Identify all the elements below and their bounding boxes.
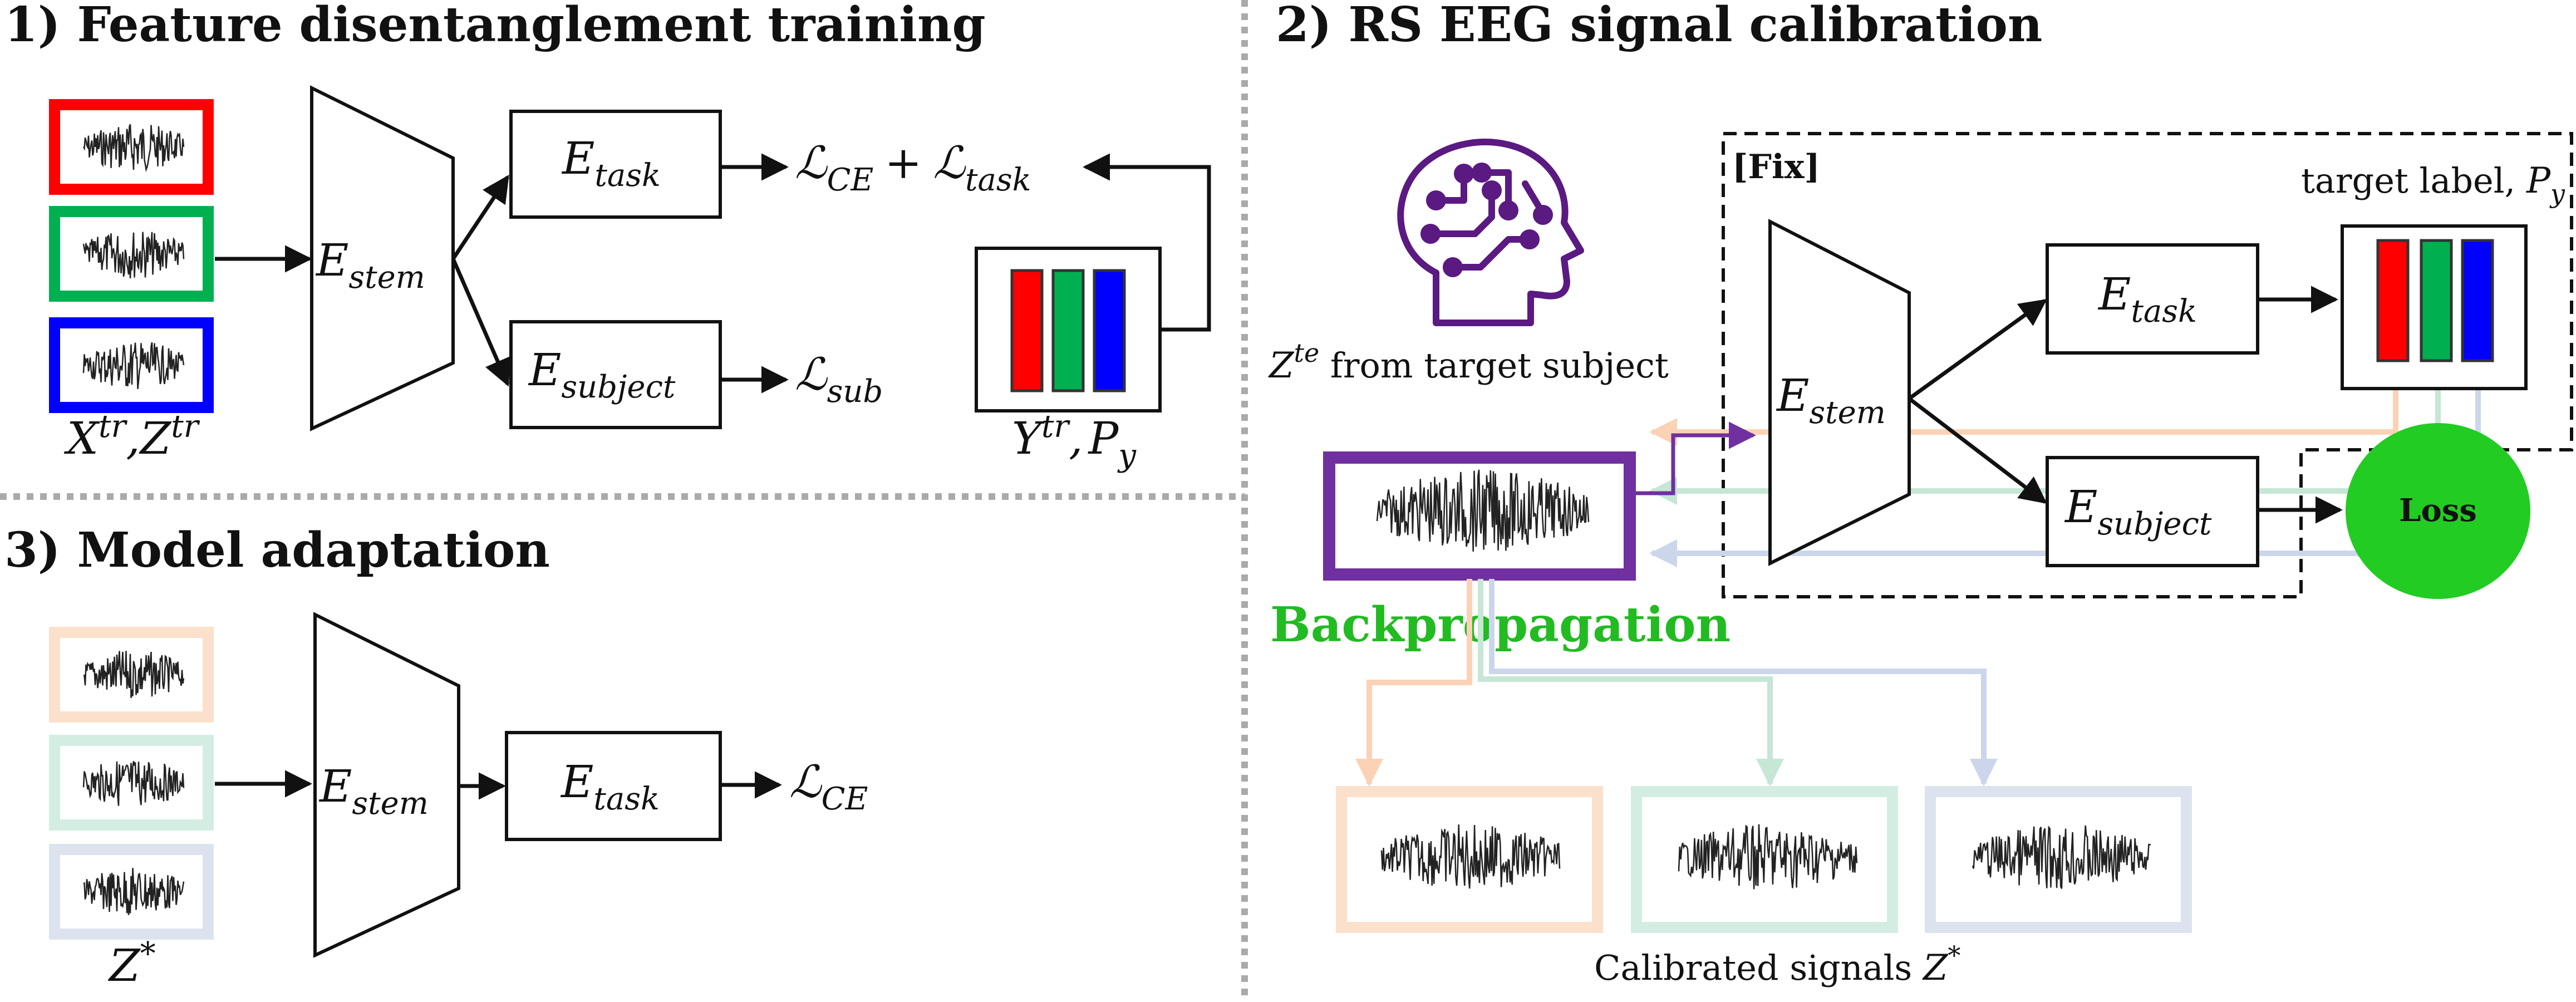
waveform-trace: [82, 342, 185, 389]
eeg-waveform-icon: [1376, 469, 1590, 552]
arrow-labels-to-loss: [1083, 153, 1211, 332]
branch-green: [1478, 579, 1784, 787]
calibrated-signals-caption: Calibrated signals Z*: [1594, 940, 1960, 989]
target-bar-blue: [2461, 239, 2494, 362]
stem-encoder-label: Estem: [315, 234, 425, 296]
subject-encoder-label-p2: Esubject: [2064, 481, 2212, 542]
stem-encoder-label-p2: Estem: [1776, 370, 1886, 431]
eeg-waveform-icon: [82, 651, 185, 915]
stem-encoder-trapezoid-p3: [313, 612, 460, 958]
label-bar-red: [1010, 269, 1044, 392]
signal-box-green: [49, 206, 214, 302]
waveform-trace: [1972, 825, 2151, 889]
task-encoder-label-p3: Etask: [560, 756, 660, 817]
task-encoder-label: Etask: [561, 132, 661, 194]
loss-ce-plus-task: ℒCE + ℒtask: [795, 137, 1031, 198]
panel-1-title: 1) Feature disentanglement training: [4, 0, 986, 53]
branch-blue: [1489, 579, 1998, 787]
waveform-trace: [82, 232, 185, 279]
label-bar-blue: [1093, 269, 1126, 392]
waveform-trace: [83, 651, 185, 699]
backpropagation-label: Backpropagation: [1270, 597, 1731, 653]
arrow-stem-to-task: [451, 174, 509, 260]
eeg-waveform-icon: [1380, 824, 2151, 890]
label-bar-green: [1051, 269, 1085, 392]
target-label-caption: target label, Py: [2301, 160, 2565, 209]
target-bar-green: [2420, 239, 2453, 362]
target-bar-red: [2376, 239, 2410, 362]
input-label-xtr-ztr: Xtr,Ztr: [63, 409, 200, 464]
waveform-trace: [1678, 824, 1858, 890]
subject-encoder-box: [509, 320, 722, 429]
arrow-target-to-stem: [1635, 421, 1756, 495]
branch-orange: [1355, 579, 1472, 787]
calibrated-output-blue: [1925, 786, 2192, 933]
subject-encoder-box-p2: [2046, 456, 2259, 567]
fix-region-dashed: [1722, 132, 2573, 598]
task-encoder-box-p3: [505, 731, 722, 841]
stem-encoder-label-p3: Estem: [318, 760, 429, 822]
waveform-trace: [1376, 469, 1590, 552]
waveform-trace: [82, 761, 185, 806]
loss-circle: [2346, 423, 2530, 599]
waveform-trace: [83, 868, 185, 915]
task-encoder-box: [509, 110, 722, 219]
panel-3-title: 3) Model adaptation: [4, 522, 550, 578]
loss-circle-label: Loss: [2399, 492, 2477, 529]
loss-subject: ℒsub: [795, 348, 883, 410]
subject-encoder-label: Esubject: [528, 344, 676, 405]
stem-encoder-trapezoid: [310, 85, 455, 431]
head-circuit-icon: [1397, 139, 1584, 326]
task-encoder-box-p2: [2046, 243, 2259, 355]
calibrated-box-orange: [49, 627, 214, 723]
arrow-stem-to-subject-p2: [1908, 397, 2047, 504]
waveform-trace: [82, 124, 185, 173]
input-label-zstar: Z*: [107, 936, 156, 991]
stem-encoder-trapezoid-p2: [1768, 219, 1911, 566]
waveform-trace: [1380, 824, 1561, 889]
eeg-waveform-icon: [82, 124, 185, 389]
loss-ce-p3: ℒCE: [789, 756, 868, 817]
arrow-stem-to-task-p2: [1908, 299, 2047, 400]
zte-caption: Zte from target subject: [1268, 338, 1669, 386]
arrow-stem-to-subject: [451, 258, 510, 387]
panel-2-title: 2) RS EEG signal calibration: [1276, 0, 2042, 53]
label-ytr-py: Ytr, Py: [1012, 409, 1137, 474]
fix-label: [Fix]: [1732, 148, 1820, 186]
task-encoder-label-p2: Etask: [2097, 268, 2197, 330]
